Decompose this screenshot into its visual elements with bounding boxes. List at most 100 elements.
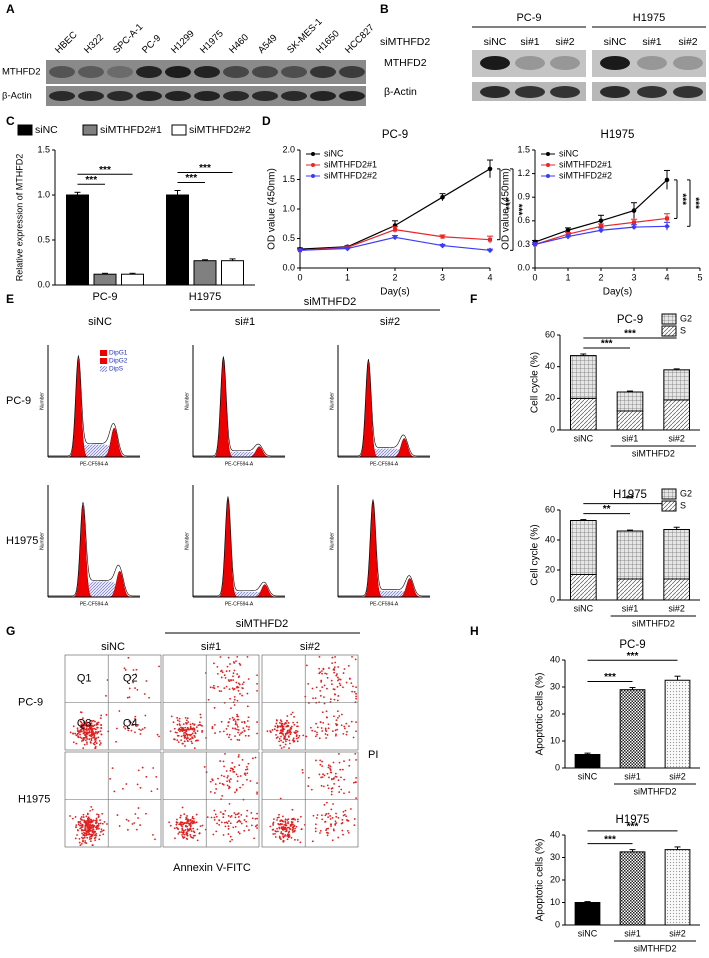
flow-dot	[229, 697, 231, 700]
flow-dot	[331, 730, 334, 732]
flow-dot	[286, 719, 288, 722]
hist-x-label: PE-CF594-A	[80, 461, 109, 467]
legend-marker	[546, 152, 550, 156]
flow-dot	[189, 822, 192, 825]
flow-dot	[75, 734, 78, 737]
flow-dot	[113, 790, 116, 793]
flow-dot	[79, 726, 82, 729]
y-tick-label: 0.6	[517, 215, 530, 225]
flow-dot	[284, 735, 286, 738]
flow-dot	[346, 829, 349, 832]
flow-dot	[292, 721, 295, 724]
flow-dot	[296, 839, 299, 841]
flow-dot	[179, 730, 181, 733]
flow-dot	[94, 739, 97, 741]
flow-dot	[227, 833, 230, 835]
hist-y-label: Number	[329, 392, 335, 410]
flow-dot	[346, 730, 348, 733]
flow-dot	[287, 736, 290, 738]
flow-dot	[89, 840, 92, 843]
flow-dot	[240, 822, 243, 825]
flow-dot	[235, 788, 238, 791]
flow-dot	[322, 721, 325, 724]
flow-dot	[185, 833, 188, 836]
flow-dot	[329, 698, 332, 701]
flow-dot	[86, 836, 89, 839]
flow-dot	[234, 825, 237, 828]
y-tick-label: 20	[550, 708, 560, 718]
bar	[121, 273, 144, 286]
legend-label: siMTHFD2#1	[559, 159, 612, 169]
flow-dot	[225, 727, 228, 730]
flow-dot	[230, 767, 232, 770]
flow-dot	[233, 695, 236, 698]
flow-dot	[333, 715, 335, 718]
flow-dot	[325, 827, 328, 830]
flow-dot	[209, 791, 212, 793]
flow-dot	[231, 687, 234, 690]
flow-dot	[179, 816, 182, 819]
flow-dot	[193, 724, 196, 726]
flow-dot	[92, 819, 95, 822]
flow-dot	[296, 740, 299, 743]
flow-dot	[342, 810, 345, 813]
flow-dot	[137, 817, 139, 819]
blot-band	[480, 56, 510, 70]
y-tick-label: 0.0	[37, 279, 50, 289]
flow-dot	[227, 820, 230, 823]
flow-dot	[291, 818, 293, 821]
flow-dot	[331, 662, 333, 664]
flow-dot	[177, 729, 180, 731]
blot-band	[515, 56, 545, 70]
flow-dot	[241, 758, 244, 761]
flow-dot	[297, 818, 299, 821]
flow-dot	[103, 820, 106, 823]
flow-dot	[274, 832, 276, 835]
flow-dot	[197, 724, 200, 727]
flow-dot	[180, 823, 183, 825]
flow-dot	[102, 829, 105, 832]
flow-dot	[206, 816, 209, 819]
flow-dot	[218, 690, 221, 692]
flow-dot	[190, 738, 192, 740]
flow-dot	[101, 812, 104, 815]
flow-dot	[213, 818, 216, 821]
chart-title: PC-9	[619, 639, 645, 651]
y-tick-label: 0.9	[517, 192, 530, 202]
flow-dot	[282, 836, 285, 839]
flow-dot	[355, 759, 357, 761]
flow-dot	[246, 765, 248, 768]
bar-segment	[663, 529, 690, 580]
legend-swatch	[17, 124, 33, 136]
flow-dot	[278, 827, 281, 830]
y-tick-label: 1.5	[517, 144, 530, 154]
flow-dot	[279, 719, 282, 722]
flow-dot	[334, 729, 337, 732]
flow-dot	[192, 821, 194, 824]
blot-band	[49, 91, 75, 101]
flow-dot	[256, 674, 258, 677]
x-axis-label: Day(s)	[603, 287, 632, 298]
flow-dot	[340, 713, 343, 716]
flow-dot	[90, 722, 93, 725]
flow-dot	[248, 726, 250, 728]
x-axis-label: Annexin V-FITC	[173, 862, 251, 874]
flow-dot	[79, 844, 82, 846]
flow-dot	[115, 740, 117, 743]
y-axis-label: Cell cycle (%)	[530, 352, 541, 413]
legend-label: siNC	[559, 148, 579, 158]
flow-dot	[186, 838, 189, 840]
flow-dot	[79, 720, 82, 723]
flow-dot	[89, 725, 92, 727]
flow-dot	[95, 742, 98, 745]
flow-dot	[238, 683, 241, 686]
flow-dot	[95, 822, 97, 825]
legend-swatch	[100, 350, 107, 356]
flow-dot	[229, 822, 232, 825]
flow-dot	[355, 730, 357, 733]
lane-label: si#2	[678, 36, 697, 48]
flow-dot	[327, 827, 329, 830]
flow-dot	[230, 678, 232, 681]
flow-dot	[331, 839, 334, 842]
flow-dot	[293, 740, 296, 743]
